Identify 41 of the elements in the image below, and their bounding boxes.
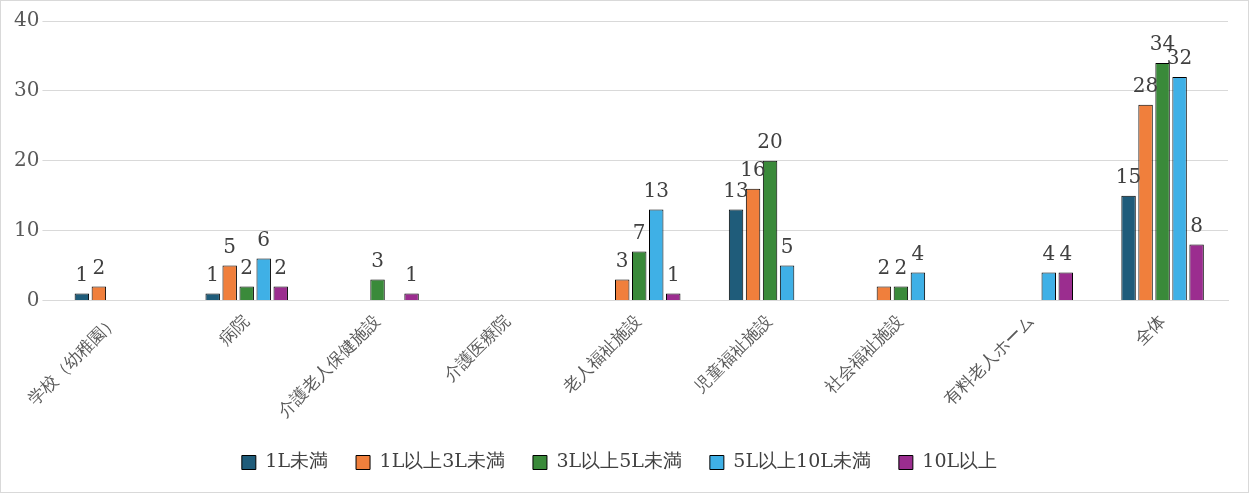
- data-label: 1: [666, 261, 680, 286]
- x-tick-label: 介護医療院: [440, 310, 515, 385]
- x-tick-label: 有料老人ホーム: [939, 310, 1038, 409]
- data-label: 13: [643, 177, 669, 202]
- data-label: 2: [274, 254, 288, 279]
- legend-label: 5L以上10L未満: [733, 449, 871, 472]
- data-label: 5: [780, 233, 794, 258]
- y-tick-label: 0: [26, 286, 40, 311]
- data-label: 1: [75, 261, 89, 286]
- y-tick-label: 10: [14, 216, 40, 241]
- legend-label: 3L以上5L未満: [556, 449, 682, 472]
- x-tick-label: 全体: [1130, 310, 1169, 349]
- legend-label: 1L未満: [265, 449, 329, 472]
- y-tick-label: 40: [14, 7, 40, 32]
- data-label: 20: [757, 128, 783, 153]
- data-label: 6: [257, 226, 271, 251]
- data-label: 2: [894, 254, 908, 279]
- y-tick-label: 30: [14, 77, 40, 102]
- data-label: 2: [240, 254, 254, 279]
- x-tick-label: 児童福祉施設: [689, 310, 777, 397]
- y-tick-label: 20: [14, 146, 40, 171]
- data-label: 1: [206, 261, 220, 286]
- data-label: 3: [371, 247, 384, 272]
- data-label: 3: [615, 247, 629, 272]
- data-label: 13: [723, 177, 749, 202]
- data-label: 4: [911, 240, 925, 265]
- x-tick-label: 老人福祉施設: [558, 310, 646, 397]
- data-label: 4: [1042, 240, 1056, 265]
- data-label: 4: [1059, 240, 1073, 265]
- x-tick-label: 学校（幼稚園）: [23, 310, 122, 409]
- x-tick-label: 病院: [214, 310, 253, 349]
- legend-label: 1L以上3L未満: [379, 449, 505, 472]
- data-label: 7: [632, 219, 646, 244]
- legend-label: 10L以上: [922, 449, 998, 472]
- x-tick-label: 介護老人保健施設: [273, 310, 384, 421]
- data-label: 2: [877, 254, 891, 279]
- data-label: 8: [1190, 212, 1203, 237]
- x-tick-label: 社会福祉施設: [820, 310, 907, 397]
- data-label: 1: [405, 261, 418, 286]
- data-label: 2: [92, 254, 106, 279]
- data-label: 5: [223, 233, 237, 258]
